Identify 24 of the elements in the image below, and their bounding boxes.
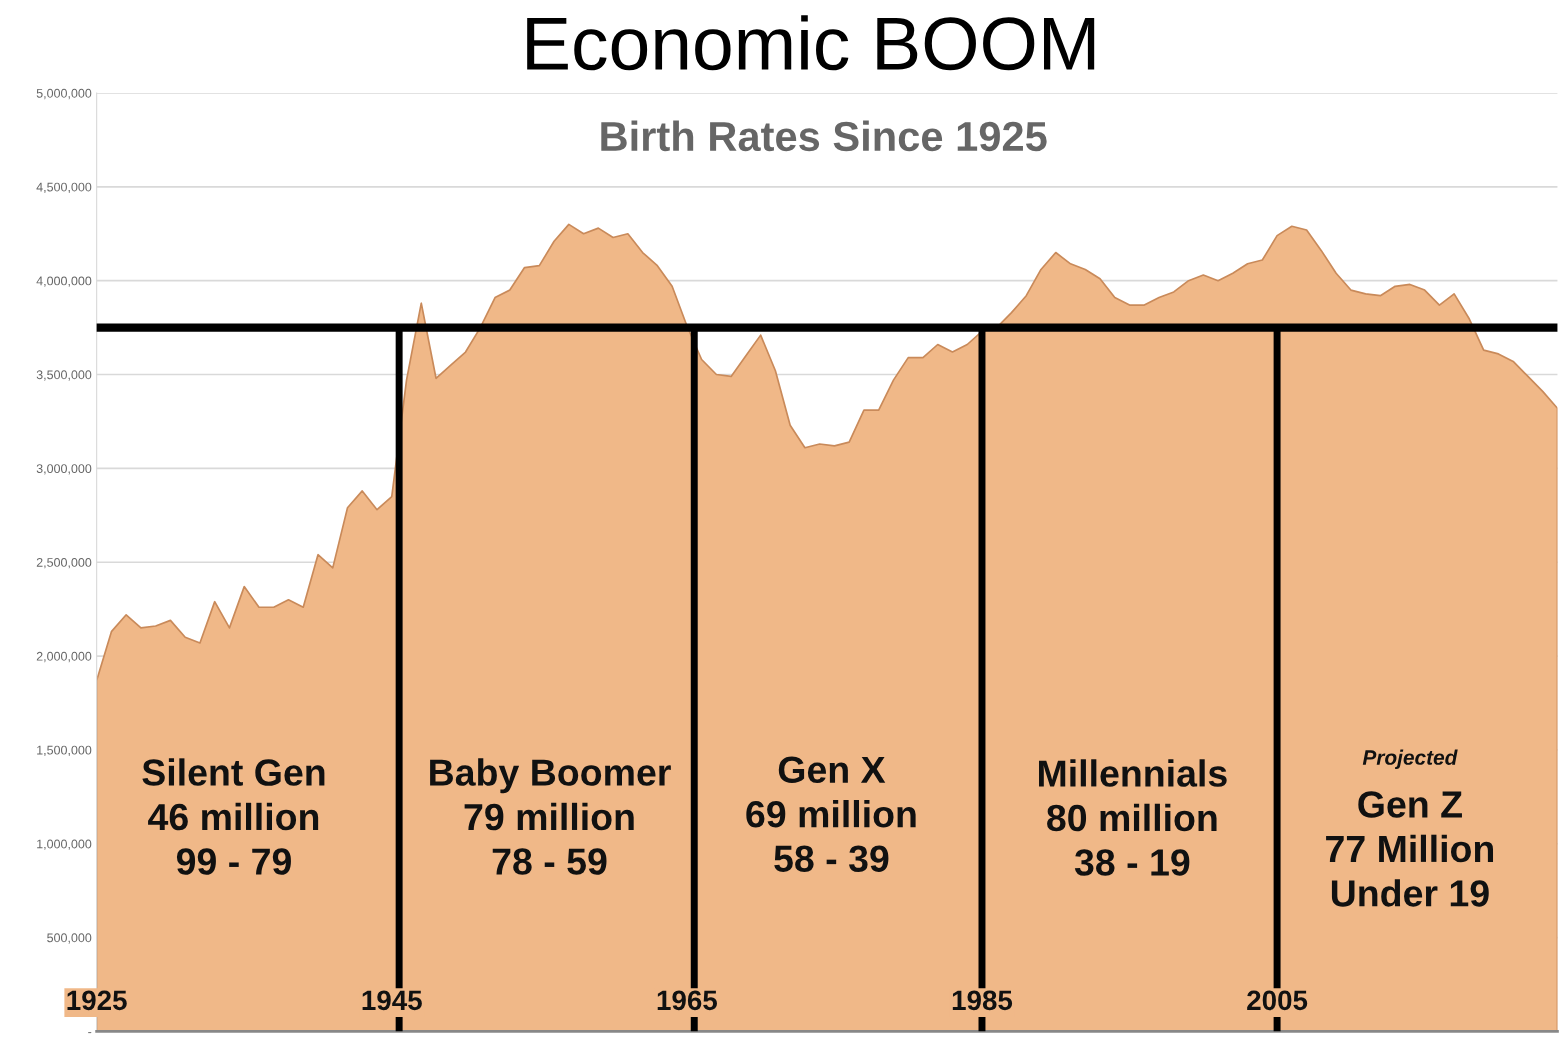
y-tick-label: 4,000,000: [36, 276, 92, 287]
text: Birth Rates Since 1925: [601, 120, 1047, 152]
y-tick-label: 1,000,000: [37, 839, 92, 850]
y-tick-label: 3,500,000: [36, 370, 92, 381]
y-tick-label: 4,500,000: [36, 182, 92, 193]
annotation: Projected: [1362, 749, 1458, 769]
x-tick-label: 1925: [67, 990, 127, 1011]
annotation: Gen X 69 million 58 - 39: [746, 756, 916, 873]
y-tick-label: 1,500,000: [37, 745, 92, 757]
annotation: Millennials 80 million 38 - 19: [1039, 759, 1227, 876]
y-tick-label: 2,500,000: [36, 558, 92, 569]
y-tick-label: -: [88, 1032, 92, 1034]
y-tick-label: 5,000,000: [36, 88, 92, 100]
y-tick-label: 3,000,000: [36, 464, 92, 475]
annotation: Baby Boomer 79 million 78 - 59: [430, 758, 671, 875]
x-tick-label: 1965: [657, 990, 717, 1011]
y-tick-label: 2,000,000: [36, 651, 92, 663]
x-tick-label: 1985: [952, 990, 1013, 1011]
chart-title: Economic BOOM: [527, 15, 1095, 71]
x-tick-label: 2005: [1247, 990, 1308, 1011]
annotation: Silent Gen 46 million 99 - 79: [142, 758, 325, 875]
x-tick-label: 1945: [362, 990, 422, 1011]
annotation: Gen Z 77 Million Under 19: [1326, 791, 1494, 907]
y-tick-label: 500,000: [47, 933, 92, 944]
